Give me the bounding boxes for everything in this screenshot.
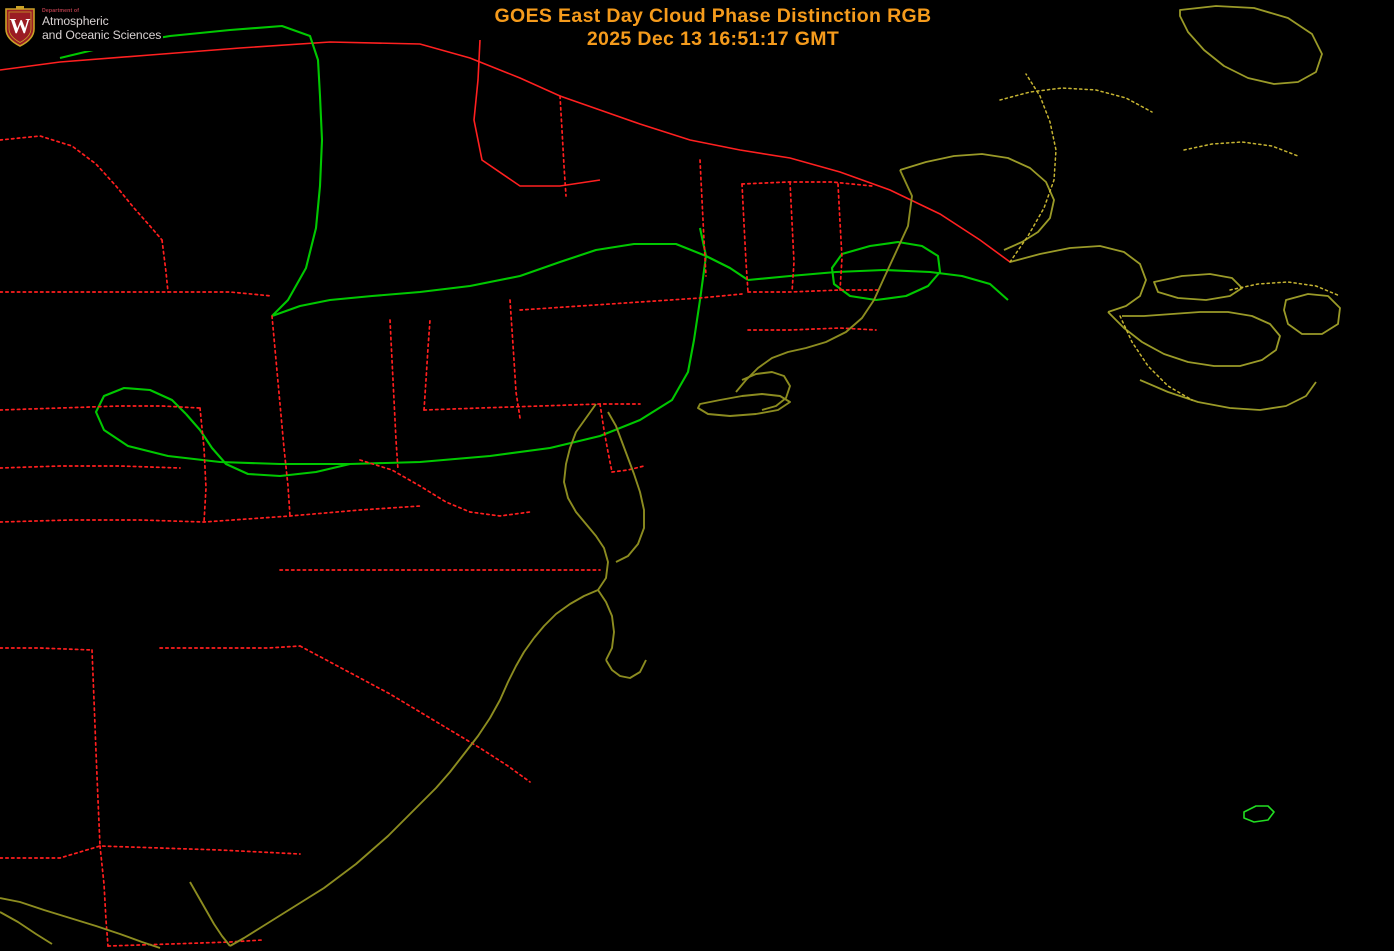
department-label: Department of: [42, 8, 80, 15]
institution-line-2: and Oceanic Sciences: [42, 28, 162, 43]
institution-brand-plate: W Department of Atmospheric and Oceanic …: [0, 0, 163, 51]
uw-madison-crest-icon: W: [3, 5, 37, 47]
svg-text:W: W: [10, 14, 31, 38]
institution-line-1: Atmospheric: [42, 14, 109, 29]
institution-name-block: Department of Atmospheric and Oceanic Sc…: [42, 8, 161, 43]
